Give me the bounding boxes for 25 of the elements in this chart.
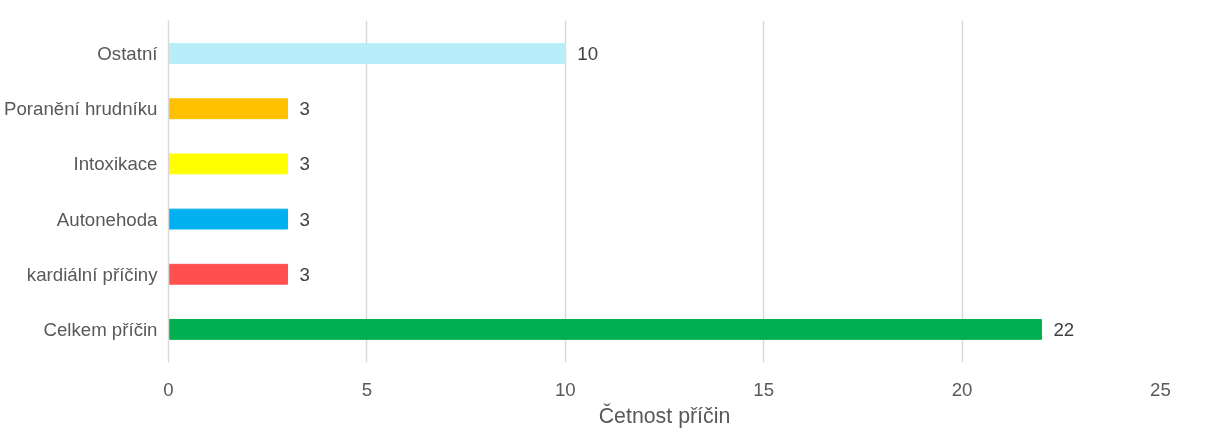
data-label: 10	[577, 43, 599, 65]
x-tick-label: 15	[753, 378, 775, 400]
y-tick-label: Celkem příčin	[43, 318, 158, 340]
data-label: 22	[1053, 318, 1075, 340]
bar	[168, 153, 289, 175]
y-tick-label: kardiální příčiny	[26, 263, 159, 285]
bar	[168, 208, 289, 230]
x-tick-label: 25	[1150, 378, 1171, 400]
y-tick-label: Autonehoda	[56, 208, 159, 230]
x-axis-title: Četnost příčin	[598, 402, 731, 428]
bar	[168, 263, 289, 285]
y-tick-label: Intoxikace	[73, 153, 158, 175]
x-tick-label: 0	[163, 378, 174, 400]
data-label: 3	[299, 98, 310, 120]
bar	[168, 318, 1042, 340]
bar	[168, 98, 289, 120]
bar	[168, 43, 566, 65]
data-label: 3	[299, 208, 310, 230]
data-label: 3	[299, 263, 310, 285]
x-tick-label: 10	[554, 378, 576, 400]
data-label: 3	[299, 153, 310, 175]
x-tick-label: 20	[951, 378, 973, 400]
y-tick-label: Ostatní	[97, 43, 159, 65]
y-tick-label: Poranění hrudníku	[4, 98, 158, 120]
x-tick-label: 5	[361, 378, 373, 400]
